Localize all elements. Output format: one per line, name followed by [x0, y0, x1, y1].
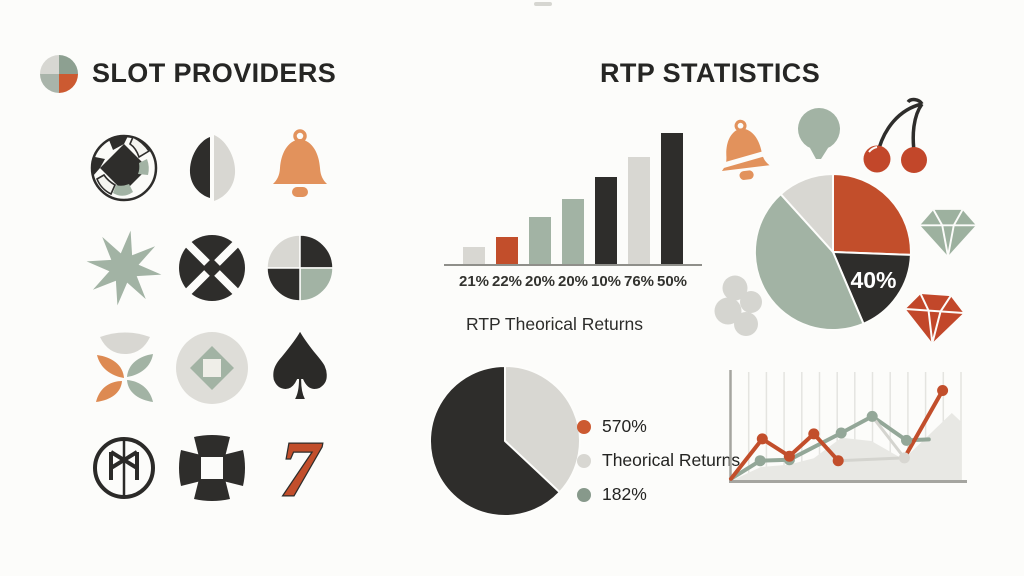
- icon-cell: [168, 418, 256, 518]
- bar: [628, 156, 650, 264]
- rust-series-b-dot: [937, 385, 949, 396]
- legend-dot: [577, 419, 591, 434]
- returns-pie-chart: [429, 365, 581, 517]
- rust-series-a-dot: [808, 428, 820, 440]
- monogram-icon: [93, 437, 155, 499]
- icon-cell: [80, 318, 168, 418]
- sage-series-dot: [901, 434, 912, 446]
- legend-dot: [577, 487, 591, 502]
- bar: [562, 198, 584, 264]
- pie-legend: 570% Theorical Returns 182%: [577, 416, 740, 505]
- icon-cell: [168, 318, 256, 418]
- bar: [463, 247, 485, 264]
- sage-series-dot: [866, 410, 878, 422]
- bar-chart-caption: RTP Theorical Returns: [466, 314, 644, 334]
- bar-chart-bars: [444, 122, 702, 264]
- bar: [661, 133, 683, 264]
- globe-icon: [90, 134, 158, 202]
- pie-slice: [832, 251, 912, 325]
- icon-cell: [80, 418, 168, 518]
- pie-slice: [753, 193, 865, 332]
- bar-chart-axis: [444, 264, 702, 266]
- icon-cell: ♠: [256, 318, 344, 418]
- bell-decor-icon: [713, 119, 777, 180]
- bar: [529, 217, 551, 264]
- gray-connector-b: [870, 414, 906, 460]
- legend-label: 182%: [602, 484, 647, 504]
- legend-label: 570%: [602, 416, 647, 436]
- rust-series-a-dot: [832, 455, 844, 467]
- slot-providers-title: SLOT PROVIDERS: [92, 58, 337, 88]
- coin-icon: [176, 332, 248, 404]
- icon-cell: [80, 218, 168, 318]
- pie-slice: [779, 172, 834, 253]
- pie-slice: [832, 173, 912, 256]
- sage-series-dot: [835, 427, 847, 439]
- bar-label: 10%: [590, 273, 622, 290]
- sage-series-dot: [754, 455, 766, 467]
- rust-series-a-dot: [783, 450, 795, 462]
- bar: [595, 177, 617, 264]
- rtp-share-pie-chart: 40%: [753, 172, 912, 332]
- bar-chart-labels: 21% 22% 20% 20% 10% 76% 50%: [444, 273, 702, 290]
- balloon-icon: [798, 108, 840, 159]
- cross-icon: [179, 435, 245, 501]
- slot-provider-icon-grid: ♠ 7: [80, 118, 344, 518]
- bar-label: 76%: [623, 273, 655, 290]
- area-fill: [731, 413, 961, 481]
- rtp-statistics-title: RTP STATISTICS: [600, 58, 821, 88]
- icon-cell: [168, 118, 256, 218]
- star-icon: [86, 230, 162, 306]
- split-leaf-icon: [189, 135, 236, 201]
- pie-slice-label: 40%: [850, 267, 896, 293]
- icon-cell: [256, 118, 344, 218]
- bar-label: 20%: [557, 273, 589, 290]
- bar-label: 22%: [491, 273, 523, 290]
- x-circle-icon: [175, 231, 249, 305]
- slot-providers-pie-icon: [40, 55, 78, 93]
- pie-slice: [429, 365, 561, 517]
- gem-green-icon: [920, 209, 976, 257]
- seven-glyph: 7: [281, 425, 323, 512]
- bar-label: 50%: [656, 273, 688, 290]
- rust-series-a-dot: [756, 433, 768, 445]
- spade-icon: ♠: [258, 314, 342, 421]
- bar: [496, 237, 518, 264]
- legend-dot: [577, 453, 591, 468]
- quarter-circle-icon: [266, 234, 334, 302]
- line-chart-svg: [729, 370, 967, 483]
- cherries-icon: [863, 97, 927, 173]
- legend-row: 570%: [577, 416, 740, 437]
- top-mark: [534, 2, 552, 6]
- icon-cell: [80, 118, 168, 218]
- legend-row: 182%: [577, 484, 740, 505]
- rust-series-b: [902, 388, 945, 460]
- rtp-bar-chart: 21% 22% 20% 20% 10% 76% 50%: [444, 122, 702, 290]
- legend-row: Theorical Returns: [577, 450, 740, 471]
- bar-label: 21%: [458, 273, 490, 290]
- icon-cell: [168, 218, 256, 318]
- seven-icon: 7: [279, 424, 324, 514]
- gem-red-icon: [905, 293, 964, 344]
- clover-icon: [714, 275, 762, 336]
- pie-slice: [504, 365, 581, 494]
- gray-dot: [898, 452, 910, 464]
- legend-label: Theorical Returns: [602, 450, 741, 470]
- leaves-icon: [96, 332, 153, 402]
- bar-label: 20%: [524, 273, 556, 290]
- icon-cell: [256, 218, 344, 318]
- icon-cell: 7: [256, 418, 344, 518]
- gray-connector-a: [836, 456, 906, 463]
- bell-icon: [273, 129, 327, 197]
